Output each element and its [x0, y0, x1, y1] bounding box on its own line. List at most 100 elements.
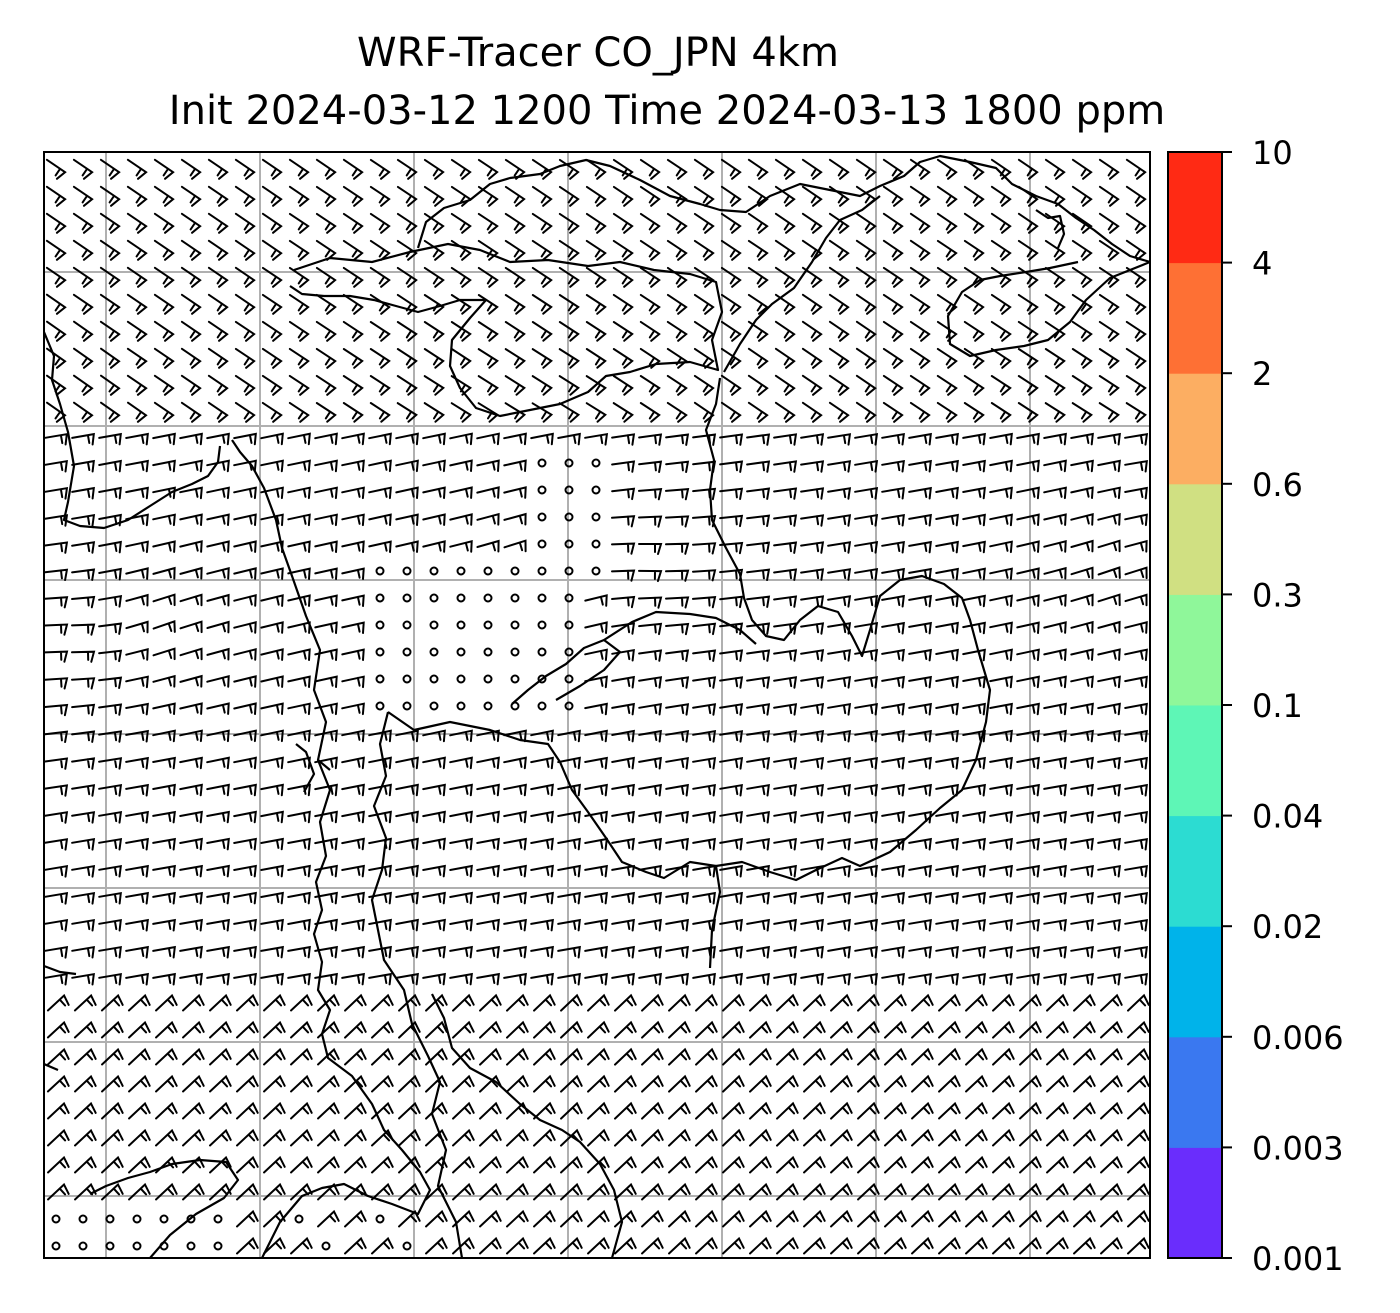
- wind-barb: [423, 239, 445, 261]
- wind-barb: [611, 515, 636, 528]
- wind-barb: [341, 756, 365, 770]
- wind-barb: [233, 972, 257, 986]
- wind-barb: [287, 432, 311, 446]
- wind-barb: [1017, 158, 1039, 180]
- wind-barb: [99, 293, 121, 315]
- wind-barb: [182, 1155, 205, 1174]
- wind-barb: [98, 676, 123, 689]
- coastline-bay: [387, 711, 722, 969]
- wind-barb: [206, 567, 230, 580]
- wind-barb: [44, 541, 69, 554]
- wind-barb: [611, 837, 635, 851]
- wind-barb: [611, 460, 636, 473]
- wind-barb: [369, 185, 391, 207]
- wind-barb: [425, 1236, 448, 1255]
- wind-barb: [44, 677, 69, 690]
- map-panel: [43, 151, 1151, 1259]
- wind-barb: [207, 347, 229, 369]
- wind-barb: [236, 1209, 259, 1228]
- wind-barb: [692, 676, 717, 689]
- wind-barb: [857, 1182, 880, 1201]
- wind-barb: [396, 239, 418, 261]
- wind-barb: [503, 783, 527, 797]
- wind-barb: [587, 1047, 610, 1066]
- wind-barb: [962, 702, 986, 716]
- wind-barb: [1100, 1128, 1123, 1147]
- wind-barb: [71, 703, 96, 717]
- wind-barb: [152, 702, 176, 715]
- wind-barb: [71, 677, 96, 690]
- wind-barb: [989, 432, 1013, 446]
- wind-barb: [180, 212, 202, 234]
- wind-barb: [450, 348, 472, 369]
- wind-barb: [98, 972, 122, 986]
- wind-barb: [74, 1155, 97, 1174]
- wind-barb: [693, 185, 715, 207]
- wind-barb: [152, 783, 176, 797]
- wind-barb: [533, 1074, 556, 1093]
- wind-barb: [990, 185, 1012, 207]
- wind-barb: [314, 783, 338, 797]
- wind-barb: [881, 729, 905, 743]
- wind-barb: [584, 891, 608, 905]
- wind-barb: [1097, 729, 1121, 743]
- wind-barb: [1043, 756, 1067, 770]
- wind-barb: [587, 1209, 610, 1228]
- wind-barb: [73, 993, 97, 1012]
- wind-barb: [314, 702, 338, 716]
- wind-barb: [206, 729, 230, 743]
- wind-barb: [641, 1155, 664, 1174]
- wind-barb: [479, 1182, 502, 1201]
- wind-barb: [234, 266, 256, 288]
- wind-barb: [1043, 513, 1067, 526]
- wind-barb: [1017, 239, 1039, 261]
- wind-barb: [774, 266, 796, 288]
- coastline-west-islands: [44, 964, 77, 1072]
- wind-barb: [854, 675, 878, 689]
- wind-barb: [557, 972, 581, 986]
- calm-marker: [483, 593, 493, 603]
- wind-barb: [830, 1182, 853, 1201]
- colorbar-segment-0: [1168, 1147, 1222, 1259]
- wind-barb: [584, 756, 608, 770]
- calm-marker: [483, 620, 493, 630]
- wind-barb: [425, 993, 448, 1012]
- wind-barb: [695, 1182, 718, 1201]
- wind-barb: [153, 320, 175, 342]
- wind-barb: [558, 348, 580, 369]
- wind-barb: [395, 972, 419, 986]
- calm-marker: [375, 566, 385, 576]
- wind-barb: [260, 459, 284, 473]
- wind-barb: [722, 1155, 745, 1174]
- wind-barb: [531, 375, 553, 396]
- wind-barb: [614, 1182, 637, 1201]
- coastline-lake-right: [1035, 209, 1066, 249]
- wind-barb: [125, 513, 149, 527]
- wind-barb: [425, 1182, 448, 1201]
- wind-barb: [422, 864, 446, 878]
- wind-barb: [668, 1101, 691, 1120]
- wind-barb: [1046, 1155, 1069, 1174]
- wind-barb: [1017, 185, 1039, 207]
- wind-barb: [693, 266, 715, 288]
- wind-barb: [557, 783, 581, 797]
- wind-barb: [776, 1101, 799, 1120]
- wind-barb: [857, 1020, 880, 1039]
- wind-barb: [206, 432, 230, 446]
- calm-marker: [402, 674, 412, 684]
- wind-barb: [99, 320, 121, 342]
- wind-barb: [908, 675, 932, 689]
- colorbar-tick-label-3: 0.02: [1252, 908, 1323, 946]
- wind-barb: [44, 650, 69, 663]
- wind-barb: [801, 266, 823, 288]
- wind-barb: [342, 185, 364, 207]
- wind-barb: [125, 567, 149, 580]
- wind-barb: [341, 729, 365, 743]
- wind-barb: [287, 702, 311, 716]
- wind-barb: [287, 810, 311, 824]
- wind-barb: [962, 486, 986, 500]
- wind-barb: [1124, 432, 1149, 446]
- wind-barb: [425, 1074, 448, 1093]
- wind-barb: [1043, 972, 1067, 986]
- wind-barb: [476, 945, 500, 959]
